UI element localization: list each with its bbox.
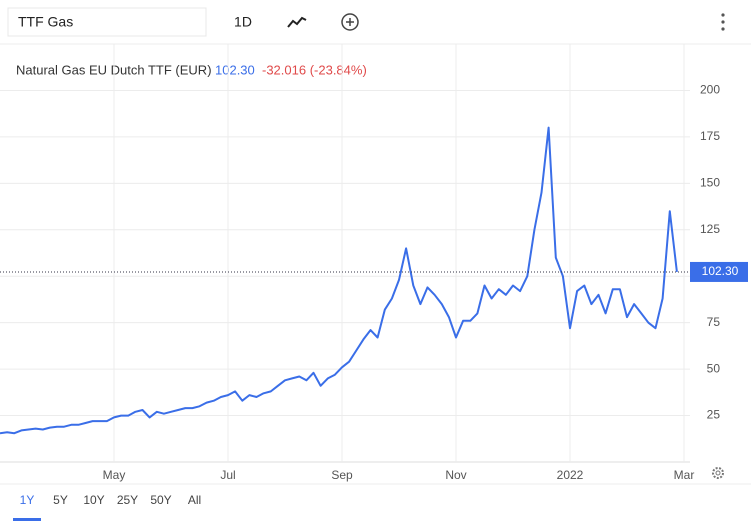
range-button[interactable]: 10Y (83, 493, 104, 507)
range-button[interactable]: All (188, 493, 201, 507)
range-underline (13, 518, 41, 521)
y-tick-label: 25 (707, 408, 721, 422)
last-price-tag (690, 261, 748, 282)
y-tick-label: 50 (707, 361, 721, 375)
settings-icon[interactable] (712, 467, 724, 479)
x-tick-label: 2022 (557, 468, 584, 482)
change: -32.016 (-23.84%) (262, 62, 367, 77)
last-price-label: 102.30 (702, 264, 739, 278)
search-box[interactable] (7, 7, 207, 37)
x-tick-label: Nov (445, 468, 466, 482)
interval-button[interactable]: 1D (234, 14, 252, 30)
compare-icon[interactable] (341, 13, 359, 31)
y-tick-label: 75 (707, 315, 721, 329)
price: 102.30 (215, 62, 255, 77)
range-button[interactable]: 5Y (53, 493, 68, 507)
menu-icon[interactable] (721, 13, 725, 31)
x-tick-label: Mar (674, 468, 695, 482)
range-button[interactable]: 25Y (117, 493, 138, 507)
y-tick-label: 150 (700, 176, 720, 190)
x-tick-label: Sep (331, 468, 353, 482)
range-button[interactable]: 50Y (150, 493, 171, 507)
chart-type-icon[interactable] (287, 16, 307, 28)
y-tick-label: 125 (700, 222, 720, 236)
search-text[interactable]: TTF Gas (18, 14, 73, 30)
x-tick-label: Jul (220, 468, 235, 482)
range-button[interactable]: 1Y (20, 493, 35, 507)
y-tick-label: 200 (700, 83, 720, 97)
y-tick-label: 175 (700, 129, 720, 143)
compare-plus (346, 18, 354, 26)
price-line (0, 126, 678, 435)
x-tick-label: May (103, 468, 126, 482)
